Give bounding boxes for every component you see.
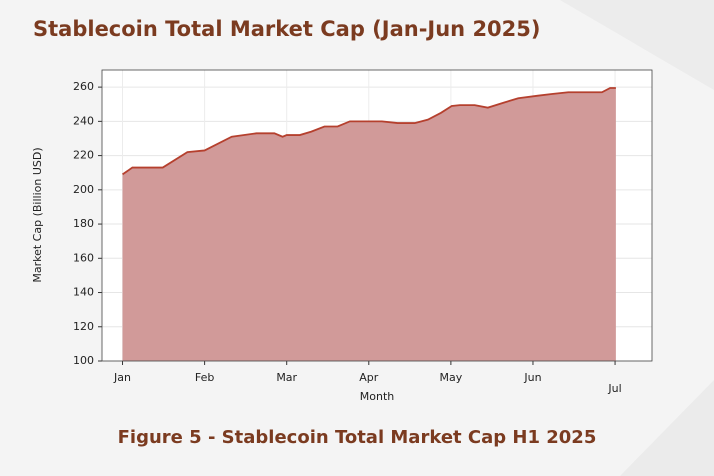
- x-axis-label: Month: [360, 390, 395, 403]
- y-tick-label: 240: [73, 114, 94, 127]
- line: [122, 87, 616, 176]
- chart-title: Stablecoin Total Market Cap (Jan-Jun 202…: [33, 17, 541, 41]
- y-tick-label: 200: [73, 183, 94, 196]
- plot-frame: [101, 69, 653, 362]
- x-tick-label: May: [440, 371, 463, 384]
- y-tick-label: 180: [73, 217, 94, 230]
- x-tick-label: Jun: [523, 371, 541, 384]
- x-tick-label: Jul: [607, 382, 621, 395]
- x-tick-label: Mar: [276, 371, 297, 384]
- decoration: [620, 380, 714, 476]
- x-tick-label: Feb: [195, 371, 214, 384]
- y-tick-label: 220: [73, 149, 94, 162]
- y-tick-label: 160: [73, 251, 94, 264]
- y-tick-label: 100: [73, 354, 94, 367]
- y-tick-label: 140: [73, 286, 94, 299]
- area: [122, 87, 616, 362]
- caption: Figure 5 - Stablecoin Total Market Cap H…: [118, 427, 597, 448]
- y-tick-label: 120: [73, 320, 94, 333]
- x-tick-label: Jan: [113, 371, 131, 384]
- y-tick-label: 260: [73, 80, 94, 93]
- x-tick-label: Apr: [359, 371, 379, 384]
- decoration: [560, 0, 714, 90]
- y-axis-label: Market Cap (Billion USD): [31, 147, 44, 282]
